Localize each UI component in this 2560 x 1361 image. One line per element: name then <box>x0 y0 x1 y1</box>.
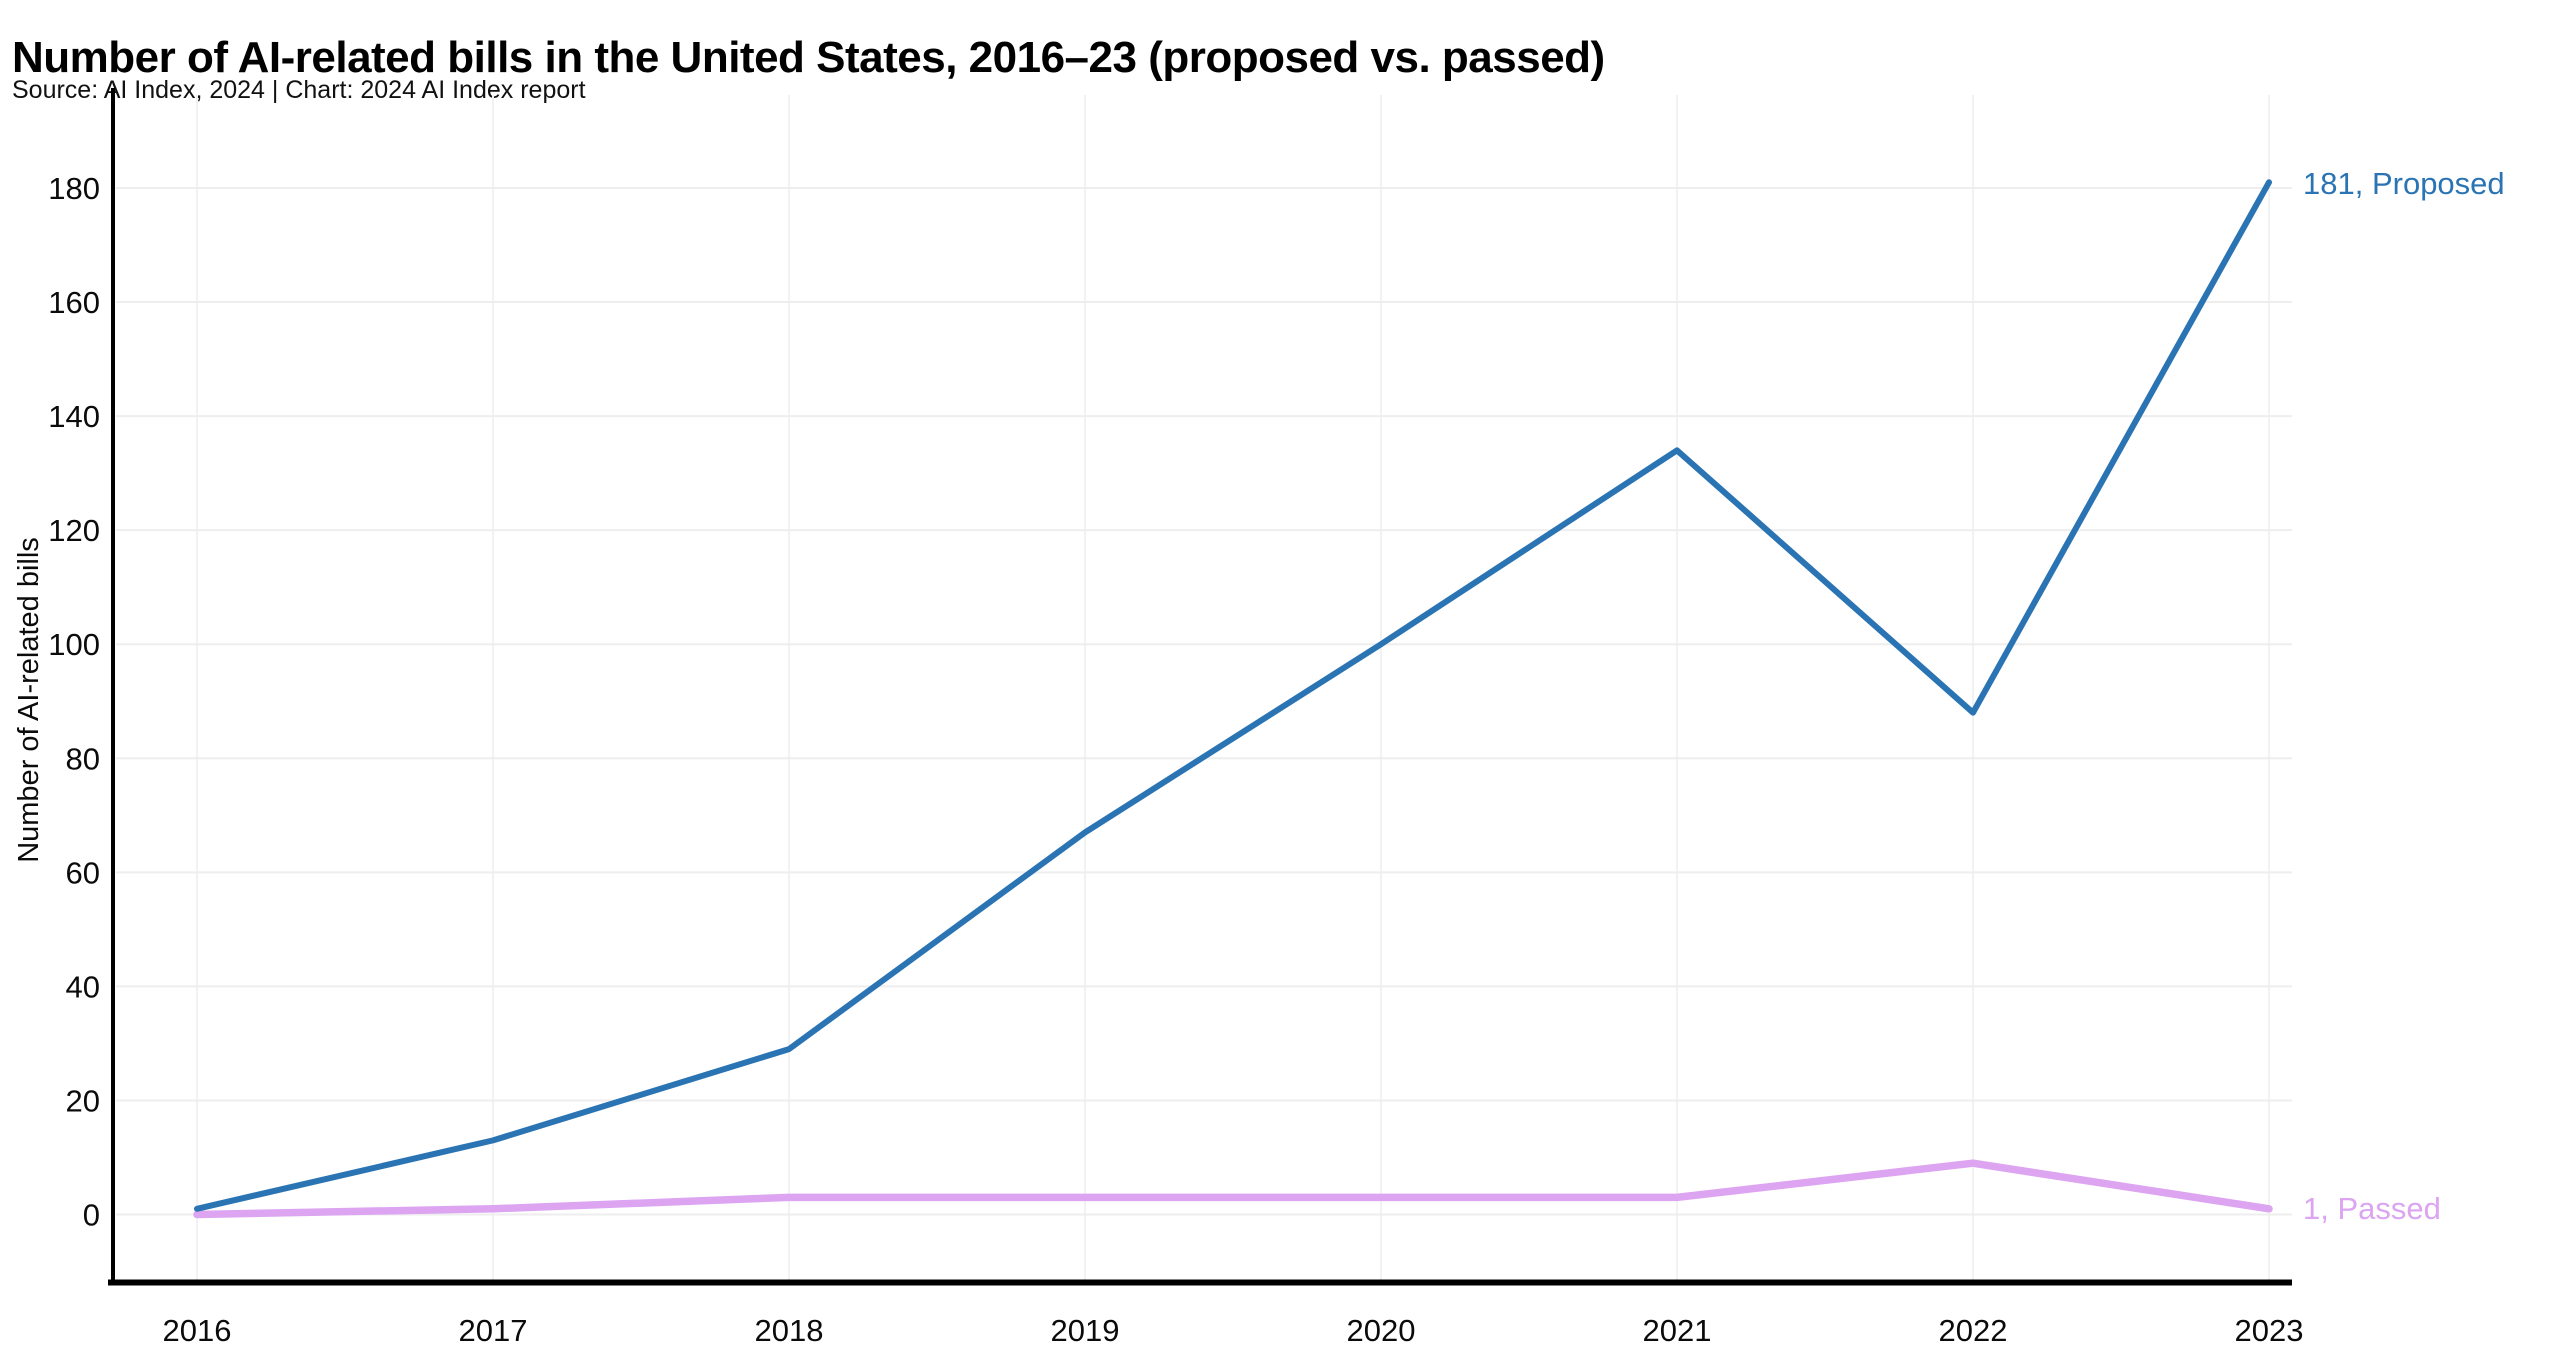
svg-text:2022: 2022 <box>1939 1313 2008 1348</box>
y-axis-title: Number of AI-related bills <box>13 537 45 863</box>
svg-text:2019: 2019 <box>1051 1313 1120 1348</box>
svg-text:80: 80 <box>66 741 100 776</box>
svg-text:2016: 2016 <box>163 1313 232 1348</box>
chart-subtitle: Source: AI Index, 2024 | Chart: 2024 AI … <box>12 76 586 104</box>
svg-text:20: 20 <box>66 1083 100 1118</box>
y-tick-labels: 0 20 40 60 80 100 120 140 160 180 <box>48 171 100 1233</box>
series-end-label-passed: 1, Passed <box>2303 1191 2441 1226</box>
x-gridlines <box>196 95 2270 1280</box>
x-tick-labels: 2016 2017 2018 2019 2020 2021 2022 2023 <box>163 1313 2304 1348</box>
svg-text:40: 40 <box>66 969 100 1004</box>
svg-text:2017: 2017 <box>459 1313 528 1348</box>
series-end-label-proposed: 181, Proposed <box>2303 166 2505 201</box>
series-line-passed <box>193 1159 2273 1219</box>
svg-text:60: 60 <box>66 855 100 890</box>
svg-text:100: 100 <box>48 627 100 662</box>
svg-text:2021: 2021 <box>1643 1313 1712 1348</box>
svg-text:140: 140 <box>48 399 100 434</box>
y-gridlines <box>116 186 2292 1216</box>
svg-text:2023: 2023 <box>2235 1313 2304 1348</box>
axes <box>108 88 2292 1286</box>
chart-title: Number of AI-related bills in the United… <box>12 33 1605 83</box>
svg-text:2020: 2020 <box>1347 1313 1416 1348</box>
svg-text:180: 180 <box>48 171 100 206</box>
series-line-proposed <box>194 179 2272 1212</box>
svg-text:120: 120 <box>48 513 100 548</box>
svg-text:160: 160 <box>48 285 100 320</box>
svg-text:0: 0 <box>83 1198 100 1233</box>
svg-text:2018: 2018 <box>755 1313 824 1348</box>
